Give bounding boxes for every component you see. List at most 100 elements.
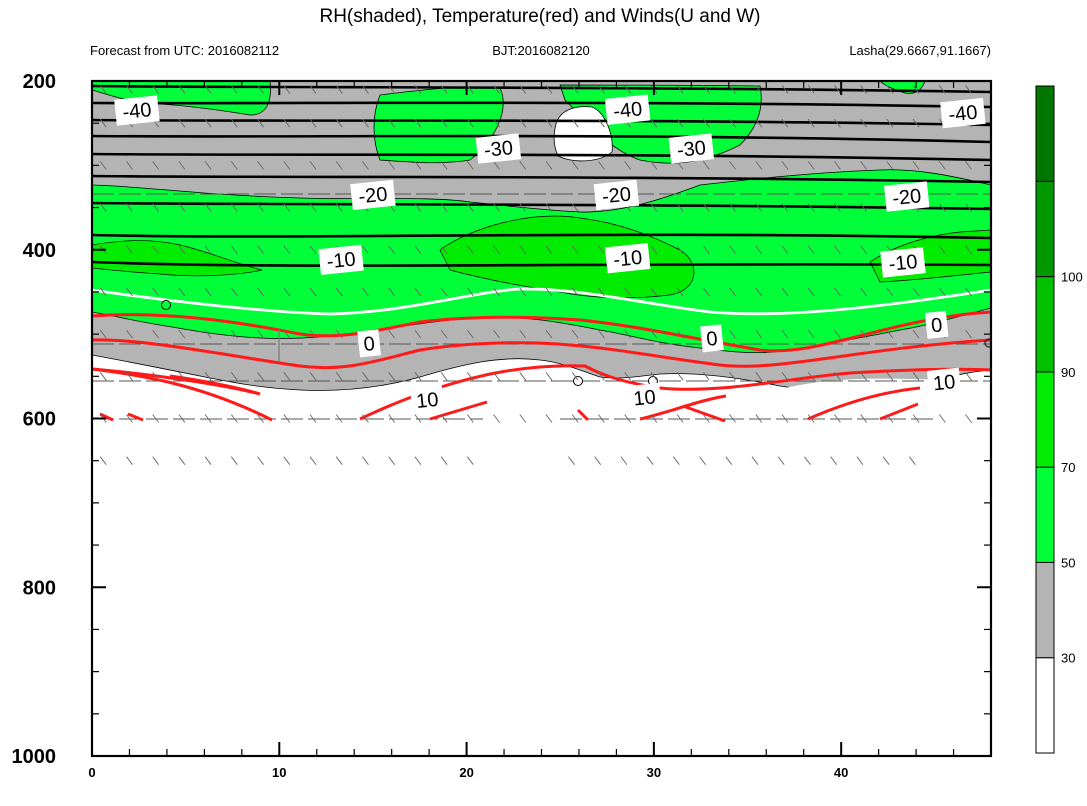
wind-barb: [204, 414, 212, 423]
wind-barb: [860, 329, 868, 339]
temperature-contour-line: [92, 134, 991, 144]
wind-barb: [830, 456, 838, 465]
y-tick-label: 600: [23, 409, 56, 431]
wind-barb: [230, 203, 238, 212]
wind-barb: [908, 456, 916, 465]
temperature-label-box: [700, 324, 724, 353]
wind-barb: [545, 245, 553, 255]
wind-barb: [335, 456, 343, 465]
wind-barb: [335, 161, 343, 170]
wind-barb: [856, 456, 864, 465]
wind-barb: [965, 329, 972, 339]
wind-barb: [466, 414, 474, 423]
wind-barb: [699, 456, 706, 465]
temperature-label-group: -20: [883, 181, 930, 212]
temperature-label-group: -10: [604, 243, 651, 274]
wind-barb: [99, 372, 107, 381]
wind-barb: [886, 329, 894, 339]
temperature-label: 0: [930, 314, 943, 337]
temperature-label: -20: [601, 183, 632, 208]
wind-barb: [440, 245, 448, 255]
wind-barb: [309, 203, 317, 212]
temperature-contours-warm: [92, 310, 991, 423]
wind-barb: [493, 329, 500, 339]
wind-barb: [283, 118, 291, 128]
wind-barb: [493, 85, 500, 94]
wind-barb: [938, 414, 946, 423]
wind-barb: [624, 287, 632, 297]
wind-barb: [335, 372, 343, 381]
colorbar: 30 50 70 90 100: [1035, 85, 1083, 754]
temperature-label-group: 0: [357, 329, 381, 358]
wind-barb: [126, 161, 133, 170]
wind-barb: [362, 245, 369, 255]
wind-barb: [571, 203, 579, 212]
wind-barb: [650, 414, 658, 423]
wind-barb: [568, 456, 575, 465]
wind-barb: [729, 85, 736, 94]
wind-barb: [807, 245, 815, 255]
wind-barb: [860, 118, 868, 128]
wind-barb: [519, 203, 527, 212]
temperature-label: -30: [676, 137, 707, 162]
temperature-label-box: [940, 97, 986, 129]
wind-barb: [466, 287, 474, 297]
wind-barb: [965, 85, 972, 94]
wind-barb: [493, 245, 500, 255]
wind-barb: [860, 372, 868, 381]
wind-calm-marker: [573, 376, 583, 386]
wind-barb: [598, 329, 605, 339]
wind-barb: [729, 287, 736, 297]
wind-barb: [257, 287, 264, 297]
wind-barb: [414, 456, 422, 465]
wind-barb: [493, 372, 500, 381]
wind-barb: [755, 161, 763, 170]
wind-barb: [598, 85, 605, 94]
wind-barb: [571, 85, 579, 94]
wind-barb: [725, 456, 733, 465]
temperature-label-box: [668, 133, 715, 164]
wind-barb: [912, 118, 920, 128]
temperature-contour-line: [92, 260, 991, 267]
wind-barb: [650, 203, 658, 212]
wind-barb: [676, 245, 684, 255]
wind-barb: [440, 372, 448, 381]
wind-barb: [204, 203, 212, 212]
wind-barb: [781, 118, 789, 128]
wind-barb: [860, 287, 868, 297]
wind-barb: [440, 85, 448, 94]
temperature-label: -40: [122, 99, 153, 124]
wind-barb: [834, 287, 841, 297]
wind-barb: [309, 287, 317, 297]
temperature-label: 0: [363, 333, 376, 356]
temperature-label-group: -30: [475, 133, 522, 164]
temperature-label-group: 10: [627, 382, 662, 413]
wind-barb: [886, 372, 894, 381]
wind-barb: [912, 414, 920, 423]
wind-barb: [702, 203, 710, 212]
wind-barb: [257, 245, 264, 255]
wind-barb: [729, 118, 736, 128]
wind-barb: [965, 287, 972, 297]
wind-barb: [309, 414, 317, 423]
wind-barb: [965, 372, 972, 381]
wind-barb: [414, 414, 422, 423]
temperature-contour-line: [576, 408, 590, 422]
wind-barb: [702, 161, 710, 170]
wind-barb: [335, 329, 343, 339]
wind-barb: [152, 161, 160, 170]
wind-barb: [204, 85, 212, 94]
wind-barb: [646, 456, 654, 465]
wind-barb: [624, 414, 632, 423]
wind-barb: [834, 161, 841, 170]
wind-barb: [938, 85, 946, 94]
wind-barb: [230, 287, 238, 297]
wind-barb: [777, 456, 785, 465]
temperature-contour-line: [92, 367, 261, 396]
wind-barb: [729, 203, 736, 212]
wind-barb: [204, 287, 212, 297]
colorbar-label: 90: [1061, 365, 1075, 380]
temperature-label-box: [880, 247, 926, 278]
